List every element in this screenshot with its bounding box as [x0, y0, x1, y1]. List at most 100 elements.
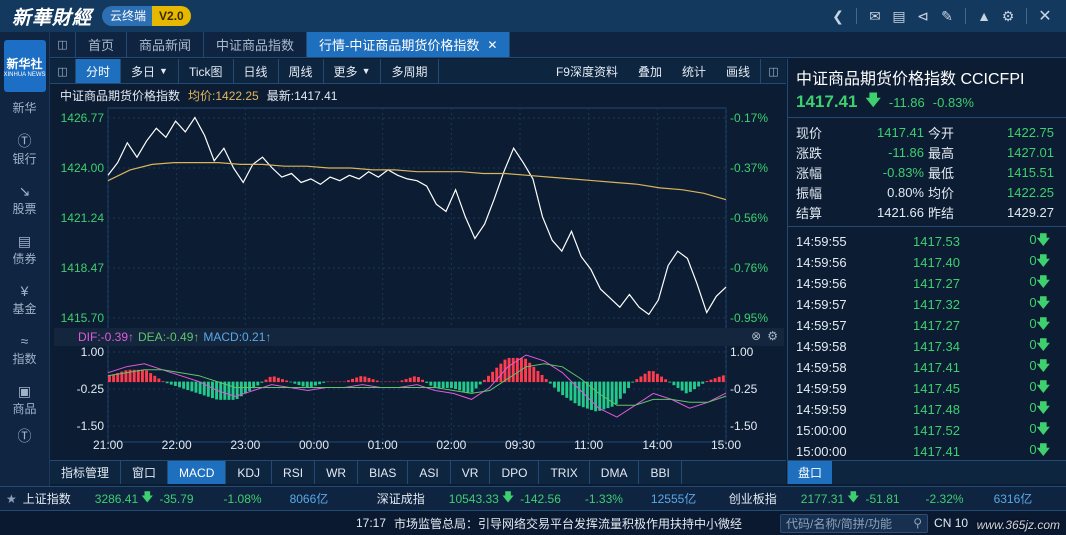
ind-dma[interactable]: DMA	[590, 461, 640, 484]
tool-weekly[interactable]: 周线	[279, 59, 324, 83]
macd-bar	[396, 381, 400, 383]
close-icon[interactable]: ✕	[1038, 8, 1052, 25]
down-arrow-icon: 🡇	[865, 91, 881, 109]
tick-time: 14:59:56	[796, 276, 847, 291]
index-amount: 8066亿	[289, 492, 329, 506]
tool-stats[interactable]: 统计	[681, 64, 706, 79]
index-shanghai[interactable]: 上证指数 3286.41 🡇 -35.79 -1.08% 8066亿	[17, 487, 371, 511]
tab-label: 首页	[88, 38, 115, 53]
ind-dpo[interactable]: DPO	[490, 461, 540, 484]
tool-multi-period[interactable]: 多周期	[381, 59, 439, 83]
intraday-chart[interactable]: 1426.77 -0.17% 1424.00 -0.37% 1421.24 -0.56% 1…	[50, 104, 786, 460]
chart-icon: ↘	[18, 182, 31, 199]
sidebar-toggle-icon[interactable]: ◫	[50, 59, 76, 83]
macd-bar	[124, 370, 128, 383]
macd-bar	[128, 369, 132, 383]
gear-icon[interactable]: ⚙	[767, 329, 778, 343]
tool-more[interactable]: 更多 ▼	[324, 59, 382, 83]
xinhua-logo-text: 新华社	[6, 56, 43, 71]
tool-overlay[interactable]: 叠加	[637, 64, 662, 79]
down-arrow-icon: 🡇	[1036, 336, 1050, 352]
ind-trix[interactable]: TRIX	[539, 461, 590, 484]
ind-vr[interactable]: VR	[451, 461, 491, 484]
tab-quote-futures-index[interactable]: 行情-中证商品期货价格指数 ✕	[307, 32, 511, 57]
y-tick-label: 1424.00	[61, 161, 105, 175]
index-value: 3286.41	[94, 491, 139, 506]
close-circle-icon[interactable]: ⊗	[751, 329, 762, 343]
y-tick-label-pct: -0.95%	[730, 311, 768, 325]
macd-bar	[404, 379, 408, 383]
macd-bar	[581, 381, 585, 408]
tool-f9[interactable]: F9深度资料	[555, 64, 618, 79]
stat-label: 今开	[928, 125, 955, 141]
version-badge[interactable]: 云终端 V2.0	[102, 6, 191, 26]
stat-value: 1417.41	[877, 124, 924, 140]
status-time: 17:17	[356, 516, 387, 530]
tab-close-icon[interactable]: ✕	[487, 37, 498, 52]
macd-bar	[668, 381, 672, 383]
ind-manage[interactable]: 指标管理	[50, 461, 122, 484]
tick-price: 1417.41	[913, 444, 960, 459]
stat-label: 结算	[796, 205, 823, 221]
macd-bar	[202, 381, 206, 396]
ind-bbi[interactable]: BBI	[639, 461, 682, 484]
skin-icon[interactable]: ▲	[977, 8, 991, 24]
ind-bias[interactable]: BIAS	[358, 461, 409, 484]
nav-item-bank[interactable]: Ⓣ 银行	[0, 124, 49, 174]
layout-toggle-icon[interactable]: ◫	[50, 32, 76, 57]
tab-csi-commodity-index[interactable]: 中证商品指数	[204, 32, 308, 57]
index-pct: -2.32%	[925, 491, 964, 506]
ind-macd[interactable]: MACD	[168, 461, 227, 484]
nav-item-more[interactable]: Ⓣ	[0, 424, 49, 448]
tool-intraday[interactable]: 分时	[76, 59, 122, 83]
ind-wr[interactable]: WR	[315, 461, 359, 484]
news-ticker[interactable]: 市场监管总局：引导网络交易平台发挥流量积极作用扶持中小微经	[394, 516, 743, 531]
macd-bar	[631, 381, 635, 383]
edit-icon[interactable]: ✎	[941, 7, 953, 24]
tick-volume: 0🡇	[960, 420, 1052, 442]
index-shenzhen[interactable]: 深证成指 10543.33 🡇 -142.56 -1.33% 12555亿	[371, 487, 723, 511]
macd-bar	[206, 381, 210, 397]
ind-kdj[interactable]: KDJ	[226, 461, 273, 484]
quote-stat-row: 振幅 0.80% 均价 1422.25	[788, 182, 1066, 202]
nav-item-index[interactable]: ≈ 指数	[0, 324, 49, 374]
tool-tick[interactable]: Tick图	[179, 59, 234, 83]
nav-item-commodity[interactable]: ▣ 商品	[0, 374, 49, 424]
tab-order-book[interactable]: 盘口	[788, 461, 833, 484]
nav-label: 股票	[12, 201, 37, 216]
nav-item-xinhua[interactable]: 新华	[0, 90, 49, 124]
panel-toggle-icon[interactable]: ◫	[760, 59, 786, 83]
tool-draw[interactable]: 画线	[725, 64, 750, 79]
chevron-down-icon: ▼	[361, 66, 371, 76]
macd-bar	[528, 362, 532, 383]
index-amount: 6316亿	[993, 492, 1033, 506]
title-bar: 新華財經 云终端 V2.0 ❮ ✉ ▤ ⊲ ✎ ▲ ⚙ ✕	[0, 0, 1066, 32]
chat-icon[interactable]: ▤	[892, 7, 906, 24]
nav-item-fund[interactable]: ¥ 基金	[0, 274, 49, 324]
share-icon[interactable]: ⊲	[917, 7, 929, 24]
tool-daily[interactable]: 日线	[234, 59, 279, 83]
macd-bar	[445, 381, 449, 389]
index-amount: 12555亿	[650, 492, 697, 506]
nav-item-bond[interactable]: ▤ 债券	[0, 224, 49, 274]
macd-y-tick-right: 1.00	[730, 345, 754, 359]
macd-y-tick-right: -0.25	[730, 382, 758, 396]
search-input[interactable]: 代码/名称/简拼/功能 ⚲	[780, 513, 929, 533]
tab-commodity-news[interactable]: 商品新闻	[127, 32, 205, 57]
pin-icon[interactable]: ★	[6, 491, 17, 506]
ind-asi[interactable]: ASI	[408, 461, 451, 484]
tab-home[interactable]: 首页	[76, 32, 128, 57]
down-arrow-icon: 🡇	[1036, 378, 1050, 394]
xinhua-logo[interactable]: 新华社 XINHUA NEWS	[3, 40, 46, 92]
nav-item-stock[interactable]: ↘ 股票	[0, 174, 49, 224]
macd-bar	[701, 381, 705, 384]
gear-icon[interactable]: ⚙	[1001, 7, 1015, 24]
macd-bar	[178, 381, 181, 388]
x-tick-label: 14:00	[642, 438, 672, 452]
mail-icon[interactable]: ✉	[869, 7, 881, 24]
tool-multiday[interactable]: 多日 ▼	[121, 59, 179, 83]
index-chinext[interactable]: 创业板指 2177.31 🡇 -51.81 -2.32% 6316亿	[723, 487, 1033, 511]
ind-window[interactable]: 窗口	[121, 461, 169, 484]
back-icon[interactable]: ❮	[832, 7, 844, 24]
ind-rsi[interactable]: RSI	[272, 461, 316, 484]
